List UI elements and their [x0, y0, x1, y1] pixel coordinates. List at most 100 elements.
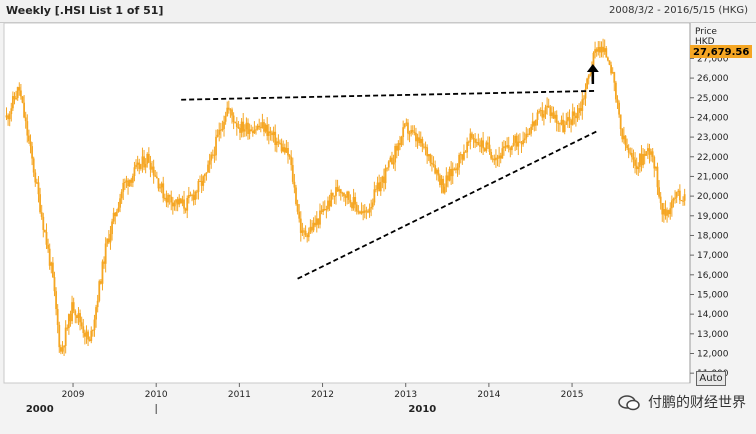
candle-body	[658, 187, 660, 197]
candle-body	[573, 111, 576, 116]
candle-body	[266, 124, 269, 136]
candle-body	[614, 82, 617, 100]
candle-body	[557, 122, 560, 124]
candle-body	[165, 197, 168, 203]
candle-body	[346, 191, 349, 198]
candle-body	[103, 261, 105, 264]
auto-scale-button[interactable]: Auto	[696, 371, 726, 386]
candle-body	[499, 155, 502, 159]
candle-body	[143, 156, 145, 168]
candle-body	[683, 194, 686, 201]
candle-body	[370, 206, 373, 209]
candle-body	[197, 181, 200, 192]
candle-body	[594, 49, 596, 53]
candle-body	[250, 129, 253, 132]
candle-body	[496, 157, 499, 159]
candle-body	[186, 197, 189, 211]
candle-body	[535, 120, 537, 126]
candle-body	[171, 202, 174, 207]
candle-body	[293, 181, 296, 188]
candle-body	[383, 176, 385, 184]
candle-body	[280, 143, 283, 152]
candle-body	[19, 90, 22, 97]
candle-body	[231, 109, 233, 116]
candle-body	[207, 164, 209, 173]
candle-body	[429, 154, 432, 163]
price-tick-label: 17,000	[697, 251, 729, 261]
candle-body	[16, 87, 19, 99]
candle-body	[659, 196, 662, 204]
candle-body	[463, 151, 465, 160]
candle-body	[163, 197, 166, 199]
candle-body	[338, 189, 341, 192]
candle-body	[303, 230, 305, 232]
candle-body	[330, 192, 333, 207]
candle-body	[223, 121, 225, 129]
candle-body	[147, 153, 150, 163]
candle-body	[490, 151, 493, 159]
candle-body	[440, 178, 443, 185]
candle-body	[295, 187, 297, 204]
candle-body	[379, 181, 382, 192]
candle-body	[477, 142, 480, 146]
candle-body	[157, 178, 160, 189]
candle-body	[263, 122, 265, 132]
candle-body	[114, 212, 117, 217]
candle-body	[367, 211, 369, 213]
candle-body	[410, 130, 413, 134]
candle-body	[667, 210, 670, 215]
candle-body	[53, 277, 56, 292]
candle-body	[101, 261, 104, 284]
year-tick-label: 2013	[394, 390, 417, 400]
candle-body	[506, 145, 509, 148]
chart-title[interactable]: Weekly [.HSI List 1 of 51]	[6, 4, 164, 17]
candle-body	[651, 151, 654, 157]
year-tick-label: 2012	[311, 390, 334, 400]
candle-body	[408, 133, 411, 135]
candle-body	[447, 175, 449, 181]
candle-body	[152, 166, 155, 176]
candle-body	[519, 141, 521, 143]
candle-body	[530, 126, 533, 134]
candle-body	[34, 172, 37, 183]
candle-body	[267, 131, 270, 136]
candle-body	[650, 151, 652, 155]
candle-body	[627, 148, 630, 153]
candle-body	[215, 136, 217, 156]
price-tick-label: 14,000	[697, 310, 729, 320]
candle-body	[251, 131, 254, 134]
candle-body	[98, 281, 101, 301]
candle-body	[237, 127, 240, 129]
candle-body	[136, 162, 139, 165]
candle-body	[261, 122, 264, 128]
date-range: 2008/3/2 - 2016/5/15 (HKG)	[609, 5, 748, 16]
candle-body	[307, 231, 310, 238]
candle-body	[394, 145, 397, 163]
candle-body	[104, 243, 107, 264]
candle-body	[629, 152, 632, 154]
candle-body	[634, 159, 636, 166]
candle-body	[218, 129, 221, 135]
candle-body	[551, 112, 553, 116]
candle-body	[514, 135, 517, 143]
candle-body	[47, 244, 49, 249]
candle-body	[43, 229, 46, 232]
candle-body	[319, 210, 321, 225]
candle-body	[549, 107, 552, 116]
candle-body	[362, 211, 365, 213]
price-tick-label: 22,000	[697, 153, 729, 163]
candle-body	[119, 198, 121, 208]
candle-body	[399, 142, 401, 145]
candle-body	[574, 115, 577, 119]
candle-body	[77, 313, 80, 318]
candle-body	[183, 199, 185, 209]
candle-body	[653, 156, 656, 169]
candle-body	[138, 162, 141, 169]
candle-body	[349, 199, 352, 203]
candle-body	[139, 164, 142, 169]
candle-body	[504, 146, 507, 148]
candle-body	[531, 121, 534, 127]
candle-body	[474, 139, 477, 143]
candle-body	[205, 172, 208, 174]
candle-body	[42, 216, 45, 230]
